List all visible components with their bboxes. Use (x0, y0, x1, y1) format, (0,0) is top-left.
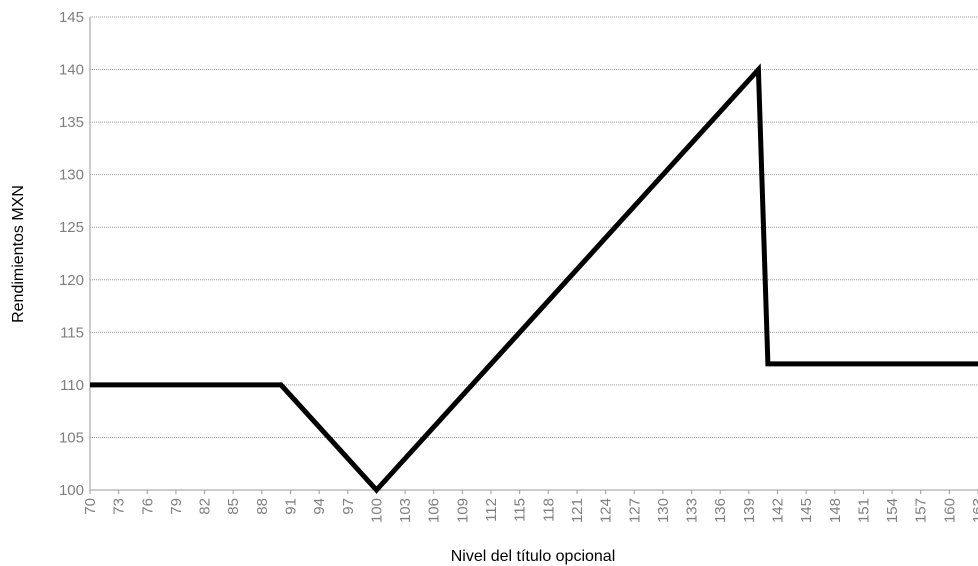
grid-lines (90, 16, 978, 438)
x-tick-label: 70 (82, 498, 99, 515)
x-tick-label: 136 (712, 498, 729, 523)
x-tick-label: 115 (512, 498, 529, 522)
x-tick-label: 100 (368, 498, 385, 523)
x-tick-label: 139 (741, 498, 758, 523)
x-tick-label: 88 (254, 498, 271, 515)
x-tick-label: 94 (311, 498, 328, 515)
x-tick-label: 133 (684, 498, 701, 523)
x-tick-label: 76 (139, 498, 156, 515)
x-tick-label: 154 (884, 498, 901, 523)
series-line (90, 63, 978, 494)
x-tick-label: 145 (798, 498, 815, 523)
y-tick-label: 125 (59, 219, 84, 236)
y-tick-label: 135 (59, 114, 84, 131)
x-tick-label: 85 (225, 498, 242, 515)
y-tick-label: 145 (59, 9, 84, 26)
y-tick-label: 100 (59, 482, 84, 499)
x-tick-label: 112 (483, 498, 500, 522)
y-tick-label: 115 (60, 324, 84, 341)
y-tick-label: 120 (59, 272, 84, 289)
x-tick-label: 142 (769, 498, 786, 523)
y-axis-title: Rendimientos MXN (10, 185, 27, 323)
x-tick-label: 103 (397, 498, 414, 523)
x-tick-label: 127 (626, 498, 643, 523)
y-tick-label: 130 (59, 167, 84, 184)
series-layer (90, 63, 978, 494)
x-tick-label: 82 (197, 498, 214, 515)
y-tick-label: 105 (59, 429, 84, 446)
x-tick-label: 118 (540, 498, 557, 522)
x-axis-title: Nivel del título opcional (451, 548, 616, 565)
y-tick-label: 140 (59, 62, 84, 79)
x-axis: 70 73 76 79 82 85 88 91 94 97 100 103 106 109 112 115 11… (82, 489, 978, 523)
x-tick-label: 73 (111, 498, 128, 515)
x-tick-label: 160 (941, 498, 958, 523)
x-tick-label: 124 (598, 498, 615, 523)
x-tick-label: 157 (913, 498, 930, 523)
y-axis: 100 105 110 115 120 125 130 135 140 145 (59, 9, 91, 499)
x-tick-label: 109 (454, 498, 471, 523)
x-tick-label: 91 (283, 498, 300, 515)
y-tick-label: 110 (60, 377, 84, 394)
x-tick-label: 148 (827, 498, 844, 523)
x-tick-label: 97 (340, 498, 357, 515)
x-tick-label: 79 (168, 498, 185, 515)
x-tick-label: 121 (569, 498, 586, 523)
x-tick-label: 130 (655, 498, 672, 523)
x-tick-label: 151 (855, 498, 872, 523)
x-tick-label: 163 (970, 498, 978, 523)
x-tick-label: 106 (426, 498, 443, 523)
